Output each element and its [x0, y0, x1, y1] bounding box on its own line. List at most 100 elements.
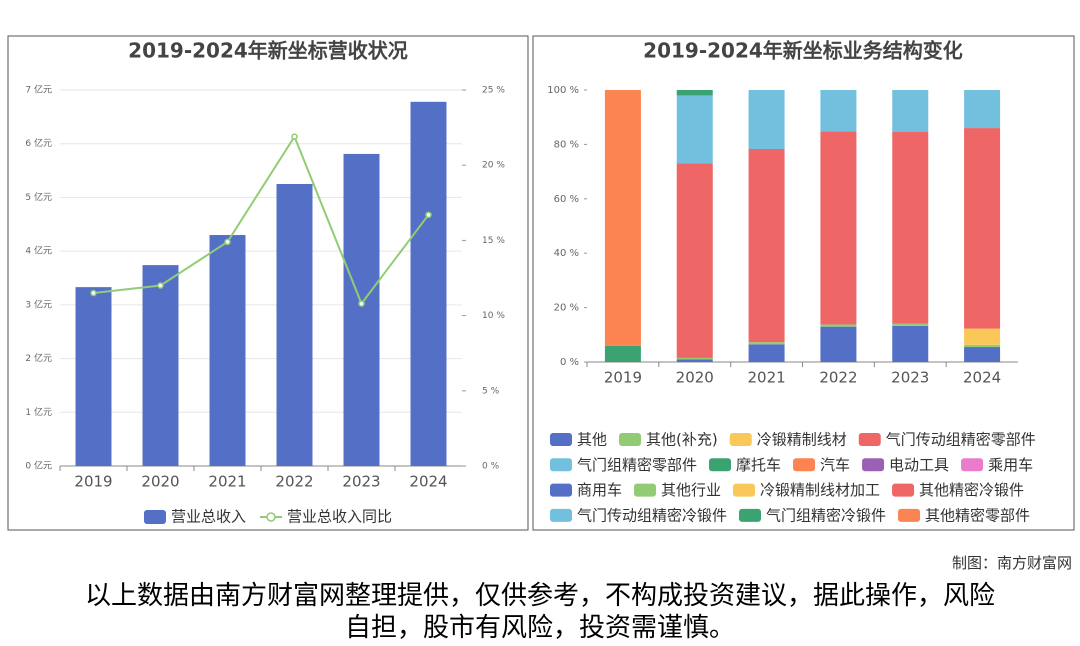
y-tick-label: 80 %	[554, 139, 579, 150]
y-tick-label: 60 %	[554, 194, 579, 205]
legend-icon	[266, 512, 276, 522]
legend-icon	[143, 510, 166, 524]
x-tick-label: 2023	[891, 369, 929, 387]
point	[157, 282, 164, 289]
legend-label: 气门组精密零部件	[577, 456, 697, 474]
y-tick-label: 0 亿元	[25, 460, 52, 472]
bar-segment	[748, 90, 785, 150]
y-tick-label: 20 %	[554, 303, 579, 314]
y2-tick-label: 0 %	[482, 462, 500, 472]
legend-label: 摩托车	[736, 456, 781, 474]
legend-icon	[729, 433, 752, 446]
disclaimer: 以上数据由南方财富网整理提供，仅供参考，不构成投资建议，据此操作，风险自担，股市…	[84, 581, 995, 643]
y2-tick-label: 25 %	[482, 86, 505, 96]
chart-title: 2019-2024年新坐标业务结构变化	[643, 39, 963, 63]
legend-label: 其他(补充)	[646, 431, 718, 449]
line	[93, 134, 430, 306]
bar-segment	[748, 342, 785, 345]
point	[90, 289, 97, 297]
point	[425, 211, 432, 219]
legend-icon	[709, 458, 732, 472]
bar-segment	[892, 325, 929, 362]
legend-label: 冷锻精制线材加工	[760, 481, 880, 499]
bar-segment	[676, 357, 713, 360]
x-tick-label: 2021	[208, 473, 246, 491]
bar-segment	[892, 323, 929, 326]
y-tick-label: 100 %	[547, 85, 579, 96]
chart-title: 2019-2024年新坐标营收状况	[128, 39, 408, 63]
legend-icon	[862, 458, 885, 472]
bar-segment	[676, 90, 713, 96]
bar	[343, 153, 380, 467]
bar-segment	[892, 131, 929, 324]
y-tick-label: 5 亿元	[25, 191, 52, 203]
charts: 2019-2024年新坐标营收状况 0 亿元 1 亿元 2 亿元 3 亿元 4 亿元 5 亿…	[7, 35, 1075, 531]
x-tick-label: 2020	[676, 369, 714, 387]
x-tick-label: 2019	[74, 473, 112, 491]
bar-segment	[964, 128, 1001, 329]
y2-tick-label: 5 %	[482, 386, 500, 396]
y-tick-label: 4 亿元	[25, 245, 52, 257]
bar-segment	[604, 90, 641, 346]
legend-label: 其他	[577, 431, 607, 449]
bar-segment	[676, 95, 713, 164]
legend-icon	[550, 508, 572, 522]
point	[291, 133, 298, 140]
legend-icon	[892, 483, 915, 497]
legend-label: 乘用车	[988, 456, 1033, 474]
y2-tick-label: 20 %	[482, 161, 505, 171]
bar	[209, 235, 246, 466]
credit: 制图：南方财富网	[951, 554, 1072, 572]
legend-label: 汽车	[820, 456, 850, 474]
y-tick-label: 2 亿元	[25, 352, 52, 364]
x-tick-label: 2019	[604, 369, 642, 387]
y2-tick-label: 10 %	[482, 311, 505, 321]
bar	[142, 265, 179, 466]
bar-segment	[820, 324, 857, 327]
legend-label: 气门传动组精密零部件	[886, 431, 1036, 449]
legend-icon	[634, 483, 657, 497]
legend-label: 其他精密冷锻件	[919, 481, 1024, 499]
bar	[75, 287, 112, 466]
legend-icon	[739, 508, 762, 522]
legend-icon	[793, 458, 816, 472]
bar-segment	[676, 163, 713, 358]
legend-label: 商用车	[577, 481, 622, 499]
legend-label: 气门组精密冷锻件	[766, 506, 886, 524]
bar-segment	[892, 90, 929, 132]
legend-icon	[550, 483, 572, 497]
bar	[276, 184, 313, 466]
legend-icon	[550, 433, 572, 446]
bar-segment	[820, 90, 857, 132]
bar	[410, 101, 447, 467]
x-tick-label: 2024	[409, 473, 447, 491]
y-tick-label: 3 亿元	[25, 298, 52, 310]
legend-label: 营业总收入同比	[287, 508, 392, 526]
bar-segment	[820, 131, 857, 325]
legend-label: 电动工具	[889, 456, 949, 474]
legend-label: 冷锻精制线材	[757, 431, 847, 449]
point	[224, 238, 231, 246]
x-tick-label: 2023	[342, 473, 380, 491]
legend-icon	[733, 483, 756, 497]
bar-segment	[964, 347, 1001, 362]
bar-segment	[748, 344, 785, 362]
x-tick-label: 2022	[275, 473, 313, 491]
legend-label: 营业总收入	[171, 508, 246, 526]
x-tick-label: 2024	[963, 369, 1001, 387]
x-tick-label: 2020	[141, 473, 179, 491]
y-tick-label: 6 亿元	[25, 137, 52, 149]
x-tick-label: 2022	[819, 369, 857, 387]
y2-tick-label: 15 %	[482, 236, 505, 246]
bar-segment	[964, 90, 1001, 129]
legend-icon	[961, 458, 984, 472]
legend-label: 其他精密零部件	[925, 506, 1030, 524]
legend-icon	[550, 458, 572, 472]
bar-segment	[676, 359, 713, 362]
bar-segment	[748, 149, 785, 343]
y-tick-label: 7 亿元	[25, 84, 52, 96]
y-tick-label: 1 亿元	[25, 406, 52, 418]
legend-icon	[898, 508, 921, 522]
legend-label: 其他行业	[661, 481, 721, 499]
